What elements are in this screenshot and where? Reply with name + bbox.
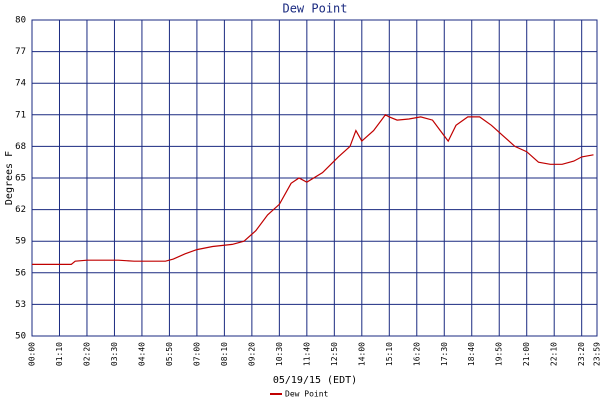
x-tick-label: 19:50 bbox=[495, 342, 504, 366]
x-tick-label: 21:00 bbox=[522, 342, 531, 366]
y-tick-label: 56 bbox=[15, 268, 26, 278]
x-tick-label: 04:40 bbox=[137, 342, 146, 366]
y-tick-label: 59 bbox=[15, 237, 26, 247]
chart-title: Dew Point bbox=[282, 2, 347, 16]
x-tick-label: 23:20 bbox=[577, 342, 586, 366]
x-tick-label: 23:59 bbox=[593, 342, 600, 366]
y-tick-label: 74 bbox=[15, 79, 26, 89]
x-tick-label: 07:00 bbox=[192, 342, 201, 366]
y-axis-label: Degrees F bbox=[4, 151, 15, 205]
x-tick-label: 17:30 bbox=[440, 342, 449, 366]
x-tick-label: 02:20 bbox=[82, 342, 91, 366]
x-tick-label: 11:40 bbox=[302, 342, 311, 366]
x-tick-label: 03:30 bbox=[110, 342, 119, 366]
x-tick-label: 09:20 bbox=[247, 342, 256, 366]
x-tick-label: 00:00 bbox=[28, 342, 37, 366]
x-tick-label: 08:10 bbox=[220, 342, 229, 366]
y-tick-label: 77 bbox=[15, 47, 26, 57]
data-line bbox=[32, 114, 594, 265]
x-axis-label: 05/19/15 (EDT) bbox=[273, 375, 357, 386]
y-tick-label: 62 bbox=[15, 205, 26, 215]
x-tick-label: 01:10 bbox=[55, 342, 64, 366]
x-tick-label: 10:30 bbox=[275, 342, 284, 366]
y-tick-label: 65 bbox=[15, 174, 26, 184]
y-tick-label: 68 bbox=[15, 142, 26, 152]
x-tick-label: 22:10 bbox=[550, 342, 559, 366]
y-tick-label: 53 bbox=[15, 300, 26, 310]
y-tick-label: 50 bbox=[15, 332, 26, 342]
x-tick-label: 18:40 bbox=[467, 342, 476, 366]
y-tick-label: 80 bbox=[15, 16, 26, 26]
x-tick-label: 05:50 bbox=[165, 342, 174, 366]
x-tick-label: 14:00 bbox=[357, 342, 366, 366]
x-tick-label: 15:10 bbox=[385, 342, 394, 366]
x-tick-label: 12:50 bbox=[330, 342, 339, 366]
x-tick-label: 16:20 bbox=[412, 342, 421, 366]
y-tick-label: 71 bbox=[15, 110, 26, 120]
legend-label: Dew Point bbox=[285, 390, 329, 399]
